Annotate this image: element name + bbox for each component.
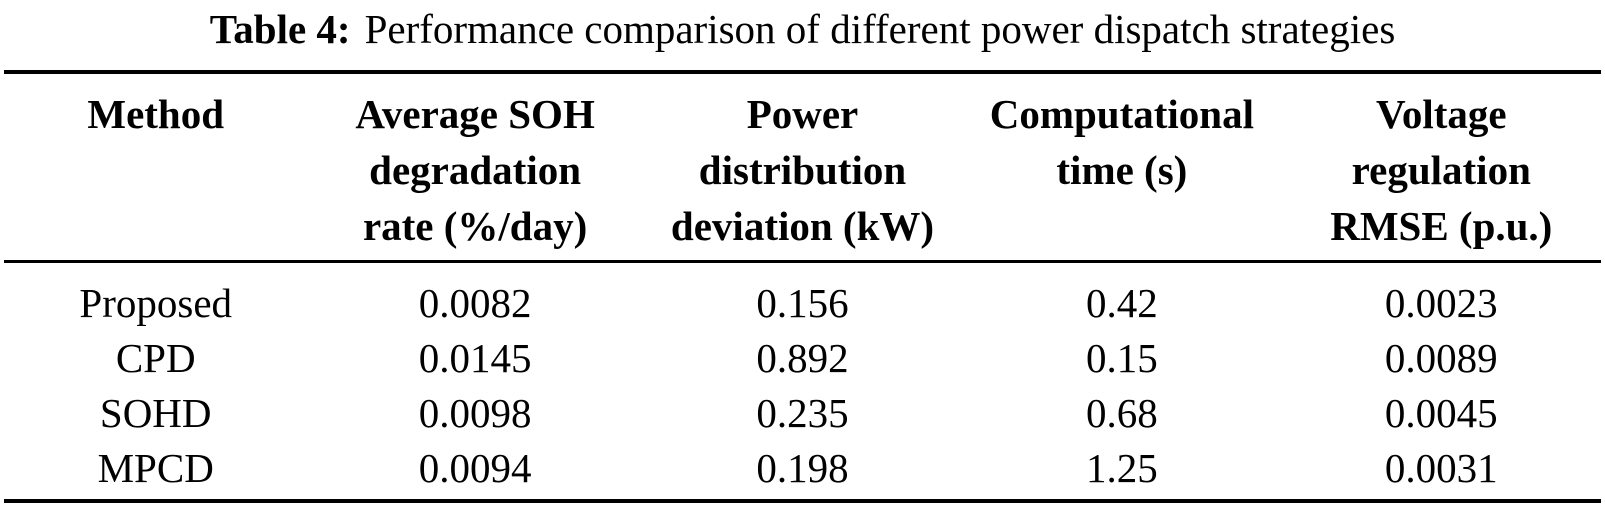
table-row: MPCD 0.0094 0.198 1.25 0.0031 <box>4 440 1601 501</box>
cell-method: Proposed <box>79 279 233 326</box>
cell-computational-time: 0.68 <box>1085 389 1158 436</box>
cell-power-deviation: 0.156 <box>756 279 849 326</box>
performance-table: Method Average SOH degradation rate (%/d… <box>4 70 1601 503</box>
cell-method: MPCD <box>97 444 214 491</box>
table-caption-text: Performance comparison of different powe… <box>364 6 1396 52</box>
cell-computational-time: 1.25 <box>1085 444 1158 491</box>
table-caption: Table 4: Performance comparison of differ… <box>0 0 1605 53</box>
cell-soh-rate: 0.0098 <box>418 389 532 436</box>
cell-soh-rate: 0.0082 <box>418 279 532 326</box>
header-row: Method Average SOH degradation rate (%/d… <box>4 72 1601 263</box>
cell-power-deviation: 0.892 <box>756 334 849 381</box>
cell-method: SOHD <box>99 389 212 436</box>
col-header-soh-degradation-rate: Average SOH degradation rate (%/day) <box>307 72 643 263</box>
cell-power-deviation: 0.198 <box>756 444 849 491</box>
col-header-voltage-regulation-rmse: Voltage regulation RMSE (p.u.) <box>1281 72 1601 263</box>
col-header-computational-time: Computational time (s) <box>962 72 1282 263</box>
cell-computational-time: 0.15 <box>1085 334 1158 381</box>
col-header-power-distribution-deviation: Power distribution deviation (kW) <box>642 72 963 263</box>
cell-rmse: 0.0045 <box>1384 389 1498 436</box>
cell-computational-time: 0.42 <box>1085 279 1158 326</box>
col-header-method: Method <box>4 72 308 263</box>
cell-soh-rate: 0.0094 <box>418 444 532 491</box>
cell-power-deviation: 0.235 <box>756 389 849 436</box>
table-row: SOHD 0.0098 0.235 0.68 0.0045 <box>4 385 1601 440</box>
cell-method: CPD <box>115 334 196 381</box>
table-caption-label: Table 4: <box>209 6 351 52</box>
cell-rmse: 0.0089 <box>1384 334 1498 381</box>
cell-rmse: 0.0031 <box>1384 444 1498 491</box>
table-row: Proposed 0.0082 0.156 0.42 0.0023 <box>4 262 1601 331</box>
cell-rmse: 0.0023 <box>1384 279 1498 326</box>
cell-soh-rate: 0.0145 <box>418 334 532 381</box>
table-row: CPD 0.0145 0.892 0.15 0.0089 <box>4 330 1601 385</box>
